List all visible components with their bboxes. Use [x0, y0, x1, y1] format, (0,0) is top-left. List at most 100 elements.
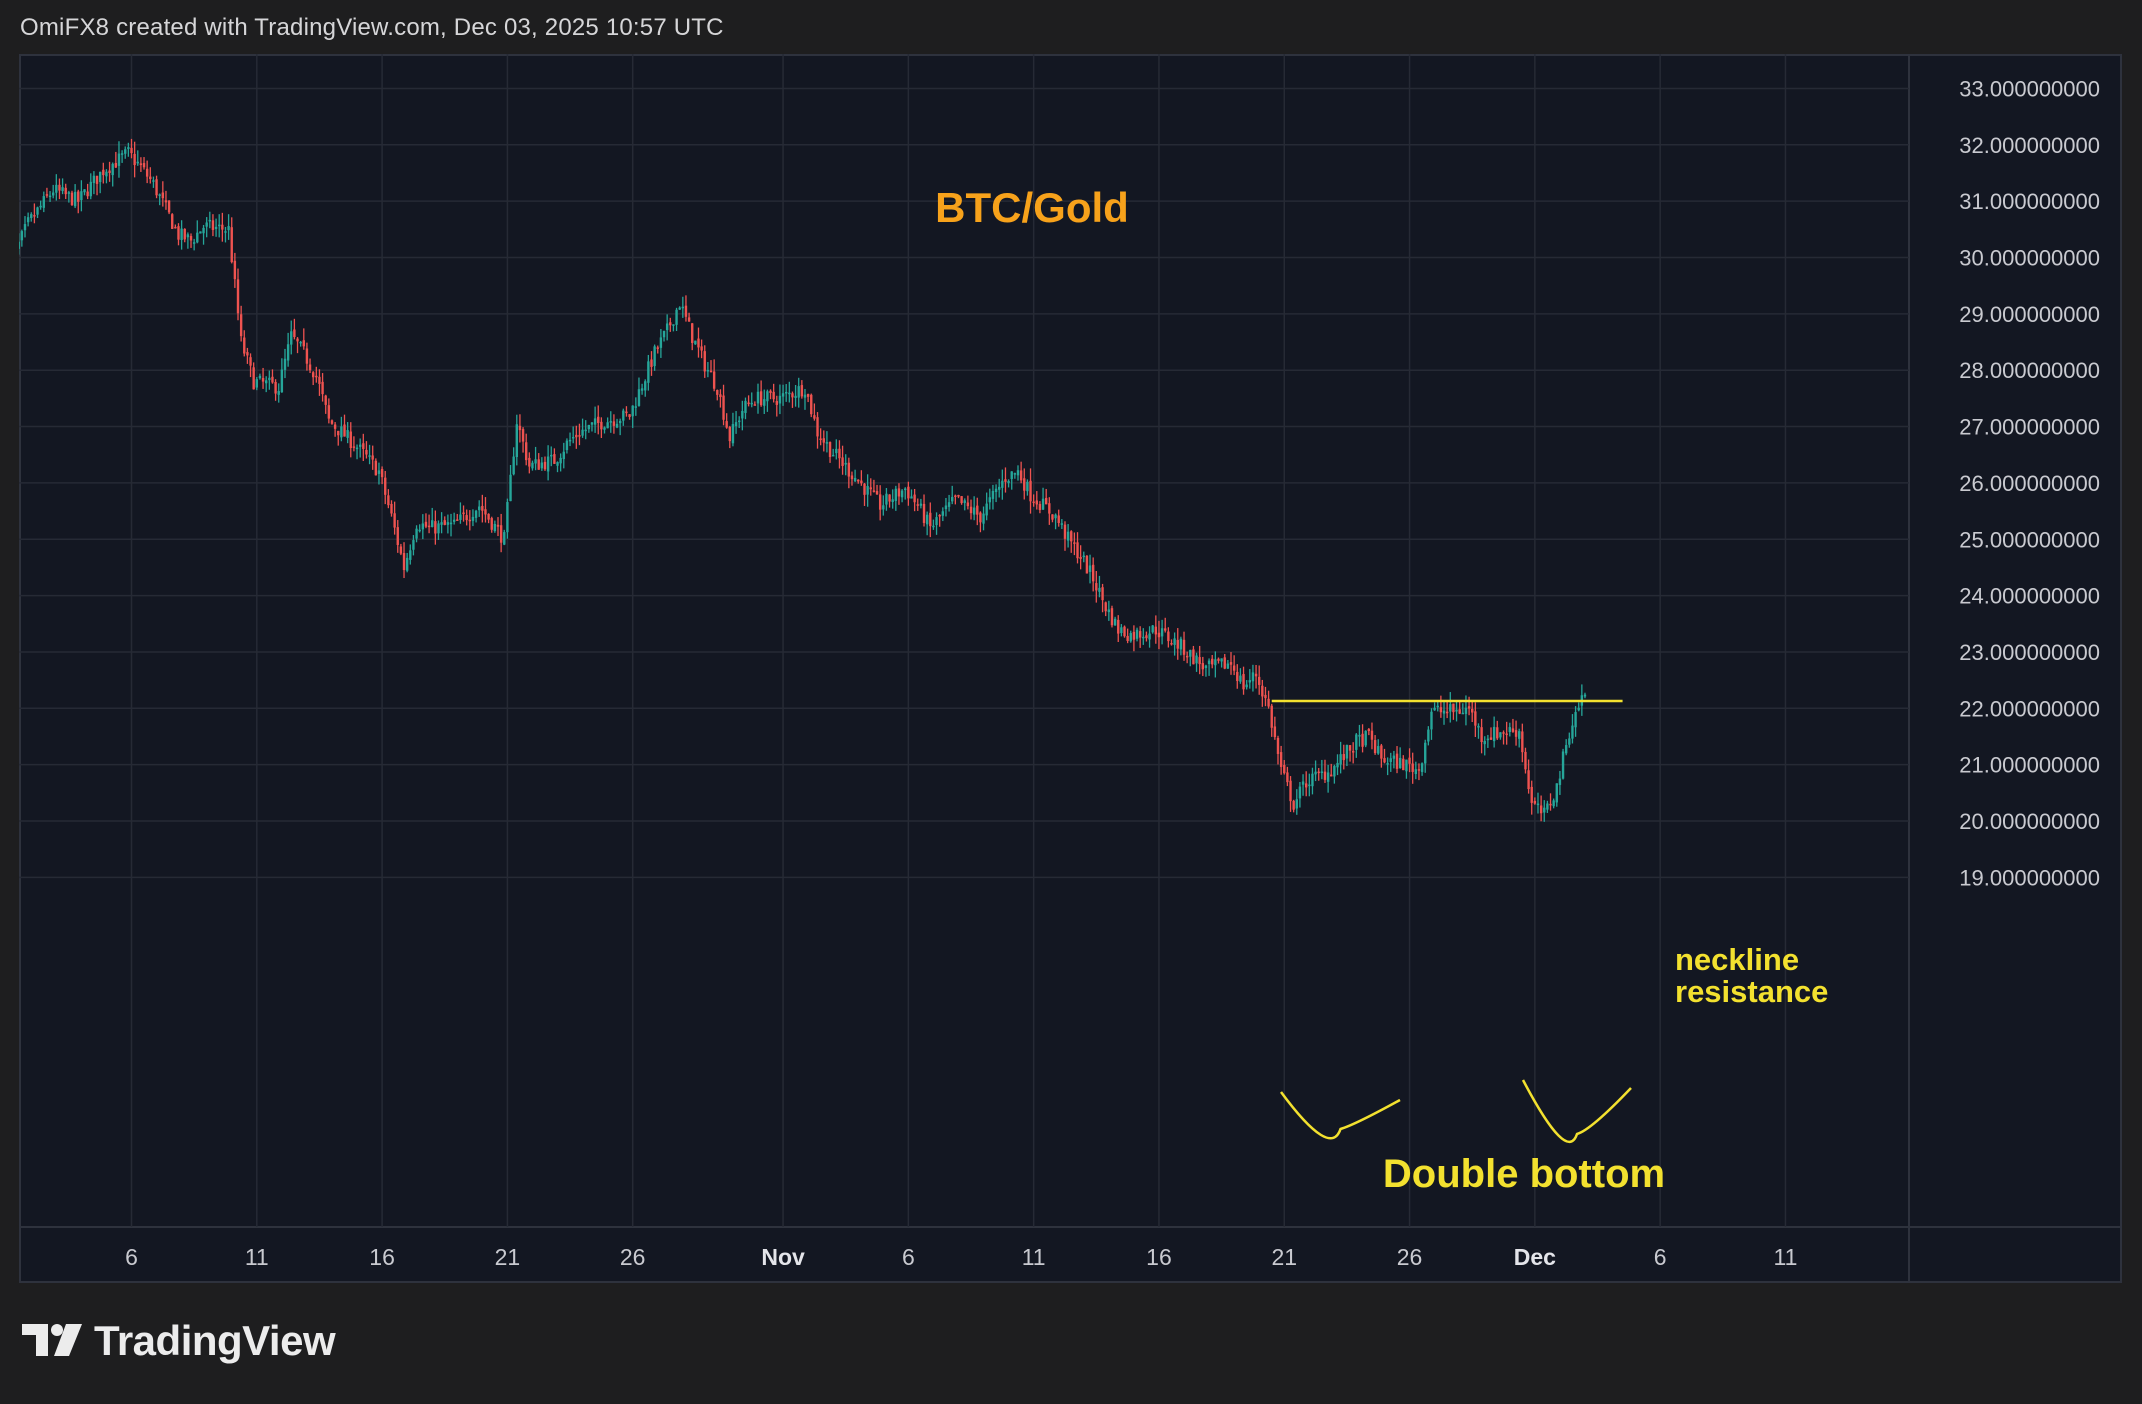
candle-body	[1107, 609, 1111, 613]
candle-body	[346, 430, 349, 438]
candle-body	[531, 462, 534, 469]
candle-body	[1164, 628, 1167, 631]
candle-body	[857, 479, 860, 482]
candle-body	[1214, 659, 1217, 666]
candle-body	[606, 422, 609, 429]
candle-body	[1226, 663, 1230, 669]
candle-body	[1044, 497, 1048, 505]
candle-body	[1408, 757, 1411, 764]
candle-body	[700, 346, 703, 351]
chart-frame[interactable]: 19.000000000 20.000000000 21.000000000 22.0…	[19, 54, 2122, 1283]
candle-body	[1207, 660, 1211, 664]
candle-body	[1117, 619, 1120, 634]
candle-body	[1467, 706, 1471, 709]
candle-body	[853, 477, 857, 482]
candle-body	[819, 438, 822, 441]
candle-body	[1445, 711, 1449, 714]
candle-body	[271, 376, 274, 383]
candle-body	[831, 454, 835, 457]
candle-body	[1054, 514, 1057, 519]
price-axis-area[interactable]	[1909, 54, 2122, 1227]
candle-body	[841, 457, 844, 466]
candle-body	[1330, 774, 1333, 777]
time-axis-area[interactable]	[19, 1227, 2122, 1283]
time-tick-label: 11	[1022, 1244, 1046, 1270]
candle-body	[174, 226, 177, 229]
candle-body	[1217, 658, 1220, 661]
candle-body	[286, 344, 290, 361]
candle-body	[1063, 524, 1067, 539]
candle-body	[1564, 745, 1568, 754]
candle-body	[1499, 732, 1502, 738]
candle-body	[747, 402, 750, 405]
candle-body	[58, 184, 61, 191]
candle-body	[797, 386, 800, 398]
candle-body	[584, 429, 587, 432]
candle-body	[358, 444, 362, 447]
candle-body	[998, 486, 1001, 490]
candle-body	[1355, 734, 1358, 750]
candle-body	[988, 497, 992, 503]
candle-body	[452, 519, 456, 522]
candle-body	[1079, 556, 1082, 559]
candle-body	[243, 337, 246, 354]
candle-body	[1032, 501, 1035, 504]
candle-body	[427, 525, 431, 528]
candle-body	[145, 168, 149, 177]
candle-body	[83, 189, 86, 193]
candle-body	[512, 456, 515, 475]
candle-body	[343, 424, 346, 437]
candle-body	[947, 502, 951, 507]
candle-body	[1386, 763, 1389, 765]
candle-body	[1254, 673, 1258, 677]
candle-body	[227, 226, 230, 231]
candle-body	[1088, 565, 1092, 572]
candle-body	[763, 399, 766, 406]
candle-body	[546, 456, 550, 472]
candle-body	[261, 378, 265, 382]
candle-body	[268, 377, 271, 381]
candle-body	[1220, 658, 1223, 662]
candle-body	[1373, 740, 1377, 754]
candle-body	[399, 546, 403, 554]
candle-body	[1195, 655, 1198, 664]
candle-body	[1076, 542, 1079, 559]
time-tick-label: 16	[369, 1244, 395, 1270]
candle-body	[709, 370, 713, 373]
candle-body	[1019, 470, 1023, 481]
candle-body	[503, 532, 506, 545]
price-tick-label: 32.000000000	[1959, 133, 2100, 158]
candle-body	[1308, 784, 1311, 787]
plot-area[interactable]	[19, 54, 1909, 1227]
candlestick-chart[interactable]: 19.000000000 20.000000000 21.000000000 22.0…	[19, 54, 2122, 1283]
price-axis-labels: 19.000000000 20.000000000 21.000000000 22.0…	[1959, 76, 2100, 890]
candle-body	[1420, 763, 1424, 772]
candle-body	[149, 176, 152, 180]
candle-body	[844, 462, 847, 465]
candle-body	[102, 169, 105, 176]
candle-body	[1449, 704, 1452, 712]
candle-body	[1304, 783, 1308, 788]
candle-body	[1311, 773, 1314, 787]
candle-body	[283, 358, 287, 370]
candle-body	[640, 388, 644, 391]
candle-body	[496, 524, 500, 527]
candle-body	[1236, 671, 1239, 681]
time-tick-label: 6	[125, 1244, 138, 1270]
candle-body	[437, 523, 440, 534]
candle-body	[277, 391, 280, 395]
candle-body	[1126, 635, 1129, 641]
candle-body	[775, 401, 778, 405]
price-tick-label: 26.000000000	[1959, 471, 2100, 496]
candle-body	[1502, 732, 1505, 734]
candle-body	[19, 241, 20, 249]
candle-body	[252, 367, 255, 390]
candle-body	[365, 449, 368, 455]
candle-body	[1333, 766, 1336, 777]
candle-body	[352, 446, 356, 448]
tradingview-logo[interactable]: TradingView	[22, 1316, 336, 1366]
candle-body	[136, 161, 139, 164]
candle-body	[835, 448, 838, 454]
candle-body	[1508, 727, 1511, 733]
candle-body	[1424, 742, 1427, 764]
